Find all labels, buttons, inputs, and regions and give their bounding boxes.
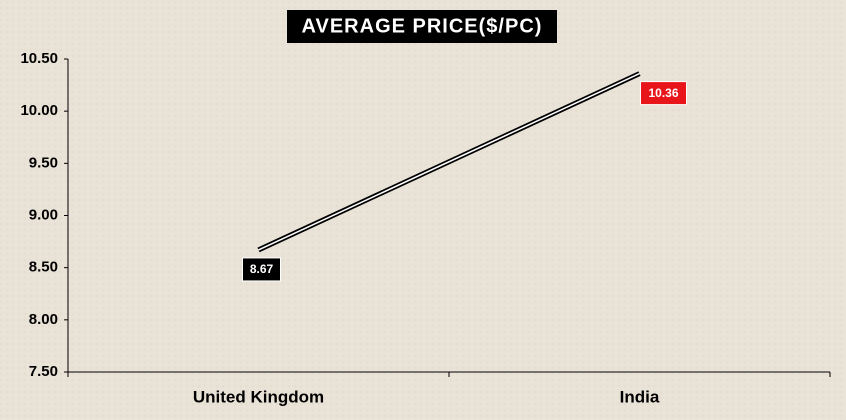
- y-tick-label: 10.00: [20, 102, 58, 119]
- line-inner: [258, 72, 640, 251]
- y-tick-label: 8.00: [29, 311, 58, 328]
- x-tick-label: United Kingdom: [193, 387, 324, 406]
- y-tick-label: 8.50: [29, 259, 58, 276]
- y-tick-label: 7.50: [29, 363, 58, 380]
- chart-title: AVERAGE PRICE($/PC): [302, 15, 543, 37]
- y-tick-label: 9.50: [29, 154, 58, 171]
- data-label-box: [242, 257, 281, 282]
- data-label-box: [640, 81, 687, 106]
- x-tick-label: India: [620, 387, 660, 406]
- data-label: 8.67: [250, 262, 274, 276]
- title-box: [287, 10, 557, 43]
- data-label: 10.36: [648, 86, 678, 100]
- y-tick-label: 9.00: [29, 206, 58, 223]
- y-tick-label: 10.50: [20, 50, 58, 67]
